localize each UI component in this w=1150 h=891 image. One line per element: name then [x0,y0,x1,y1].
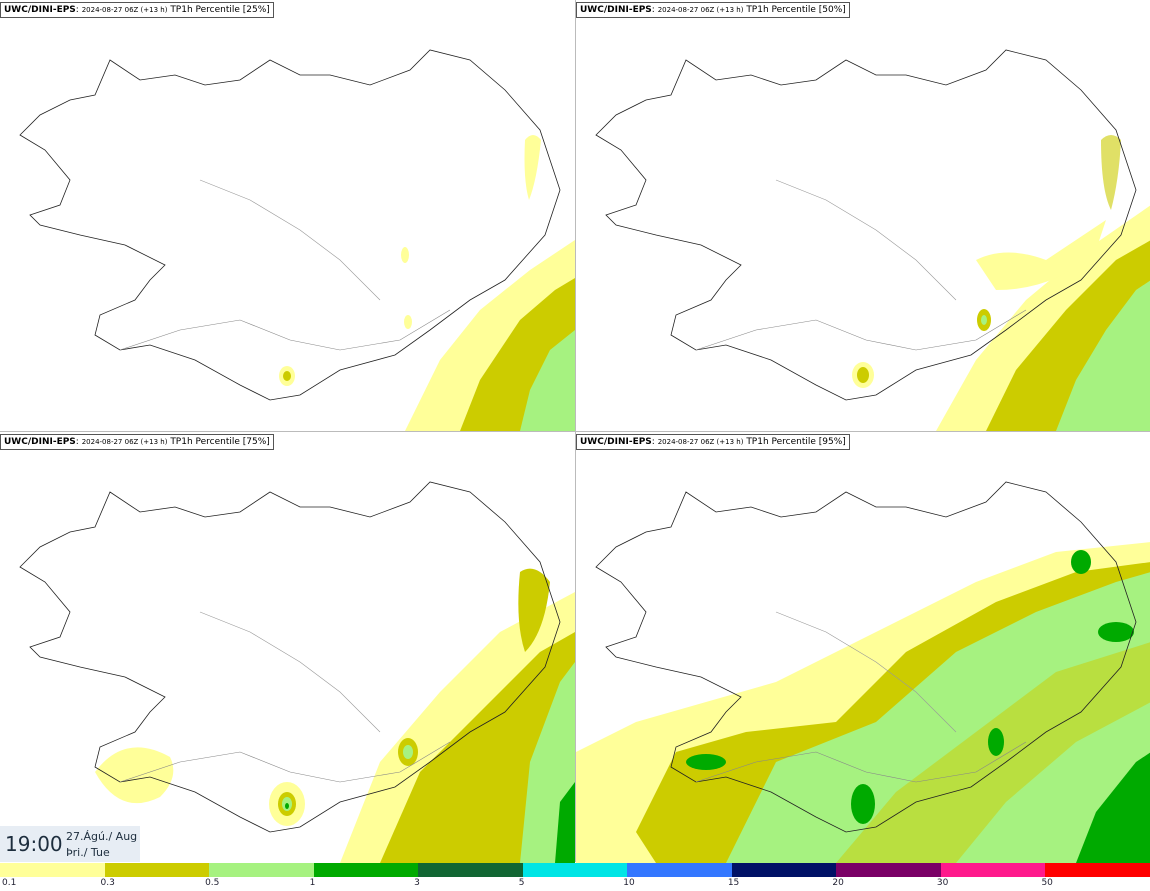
precip-map-p75 [19,481,575,863]
map-panel-p95: UWC/DINI-EPS: 2024-08-27 06Z (+13 h) TP1… [576,432,1150,863]
legend-swatch [209,863,315,877]
valid-date-line1: 27.Ágú./ Aug [66,830,138,843]
legend-label: 1 [309,878,316,888]
legend-swatch [0,863,106,877]
panel-title: UWC/DINI-EPS: 2024-08-27 06Z (+13 h) TP1… [0,434,274,450]
legend-swatch [940,863,1047,877]
map-panel-p75: UWC/DINI-EPS: 2024-08-27 06Z (+13 h) TP1… [0,432,575,863]
legend-label: 3 [414,878,420,888]
precip-map-p25 [19,49,575,431]
legend-label: 50 [1041,878,1053,888]
legend-label: 5 [518,878,525,888]
horizontal-divider [0,431,1150,432]
legend-label: 15 [727,878,740,888]
precip-color-legend: 0.1 0.3 0.5 1 3 5 10 15 20 30 50 [0,862,1150,891]
panel-title: UWC/DINI-EPS: 2024-08-27 06Z (+13 h) TP1… [576,434,850,450]
precip-map-p95 [576,481,1150,863]
map-panel-p25: UWC/DINI-EPS: 2024-08-27 06Z (+13 h) TP1… [0,0,575,431]
legend-swatch [418,863,524,877]
panel-title: UWC/DINI-EPS: 2024-08-27 06Z (+13 h) TP1… [0,2,274,18]
legend-label: 0.1 [2,878,17,888]
iceland-coastline [595,481,1137,833]
precip-map-p50 [595,49,1150,431]
legend-label: 0.5 [205,878,220,888]
legend-swatch [313,863,420,877]
legend-label: 20 [832,878,844,888]
valid-time: 19:00 [5,832,63,856]
iceland-coastline [19,481,561,833]
legend-swatch [1045,863,1150,877]
legend-swatch [627,863,733,877]
legend-label: 30 [936,878,949,888]
valid-time-box: 19:00 27.Ágú./ Aug Þri./ Tue [0,826,140,862]
legend-label: 10 [623,878,635,888]
legend-label: 0.3 [100,878,115,888]
legend-swatch [522,863,629,877]
map-panel-p50: UWC/DINI-EPS: 2024-08-27 06Z (+13 h) TP1… [576,0,1150,431]
iceland-coastline [19,49,561,401]
legend-swatch [731,863,838,877]
legend-swatch [104,863,211,877]
panel-title: UWC/DINI-EPS: 2024-08-27 06Z (+13 h) TP1… [576,2,850,18]
valid-date-line2: Þri./ Tue [66,846,110,859]
legend-swatch [836,863,942,877]
iceland-coastline [595,49,1137,401]
